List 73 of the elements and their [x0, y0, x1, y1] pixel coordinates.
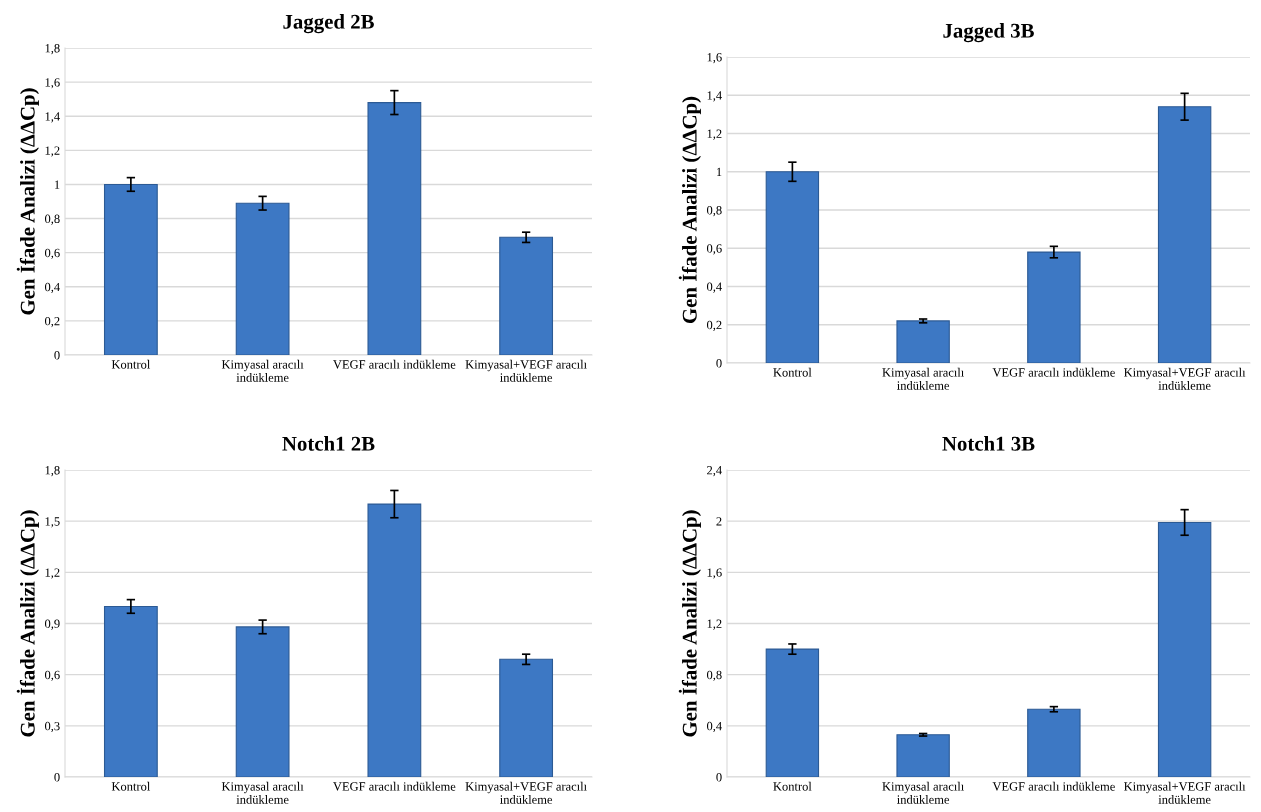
bar — [896, 320, 950, 363]
y-tick-label: 0,8 — [44, 214, 60, 225]
y-tick-label: 0,6 — [44, 248, 60, 259]
y-tick-label: 1,2 — [707, 129, 722, 140]
x-tick-label: Kimyasal aracılı indükleme — [221, 781, 304, 804]
y-tick-label: 0,2 — [44, 316, 60, 328]
bar — [1157, 106, 1212, 363]
y-axis-title: Gen İfade Analizi (ΔΔCp) — [16, 510, 39, 737]
y-axis-title: Gen İfade Analizi (ΔΔCp) — [678, 510, 701, 737]
y-tick-label: 1 — [716, 167, 722, 177]
x-tick-label: Kimyasal aracılı indükleme — [882, 781, 965, 804]
y-tick-label: 1,8 — [45, 44, 60, 55]
y-tick-label: 0 — [54, 351, 60, 360]
bar — [103, 183, 158, 355]
y-tick-label: 1,2 — [707, 619, 722, 630]
bar — [499, 236, 554, 355]
y-tick-label: 0,3 — [44, 721, 60, 733]
y-tick-label: 1,6 — [707, 568, 722, 579]
y-tick-label: 0,4 — [706, 721, 722, 733]
x-tick-label: VEGF aracılı indükleme — [992, 781, 1115, 791]
bar — [367, 102, 422, 355]
y-tick-label: 0,2 — [706, 320, 722, 332]
y-tick-label: 1,5 — [45, 517, 60, 528]
y-tick-label: 1,2 — [45, 568, 60, 579]
bar — [1027, 251, 1081, 363]
y-tick-label: 0,8 — [706, 670, 722, 681]
x-tick-label: Kimyasal aracılı indükleme — [882, 367, 965, 390]
bar — [367, 503, 422, 777]
x-tick-label: Kontrol — [111, 359, 151, 369]
y-tick-label: 0 — [54, 773, 60, 782]
y-tick-label: 1,8 — [45, 466, 60, 477]
bar — [1157, 521, 1212, 777]
x-tick-label: Kimyasal+VEGF aracılı indükleme — [1124, 781, 1246, 804]
bar — [765, 648, 820, 777]
y-tick-label: 2,4 — [707, 466, 722, 477]
x-tick-label: VEGF aracılı indükleme — [333, 359, 456, 369]
bar — [765, 171, 820, 363]
x-tick-label: VEGF aracılı indükleme — [333, 781, 456, 791]
bar — [235, 202, 290, 355]
y-tick-label: 1 — [54, 180, 60, 189]
y-tick-label: 1,2 — [45, 146, 60, 157]
y-tick-label: 1,6 — [45, 78, 60, 89]
y-tick-label: 1,4 — [707, 91, 722, 102]
x-tick-label: Kontrol — [111, 781, 151, 791]
y-tick-label: 0,9 — [44, 619, 60, 630]
bar — [235, 626, 290, 777]
y-tick-label: 0,6 — [44, 670, 60, 681]
bar — [103, 605, 158, 777]
x-tick-label: Kimyasal aracılı indükleme — [221, 359, 304, 382]
y-tick-label: 2 — [716, 517, 722, 526]
chart-title: Jagged 3B — [943, 23, 1034, 43]
y-axis-title: Gen İfade Analizi (ΔΔCp) — [678, 96, 701, 324]
x-tick-label: Kimyasal+VEGF aracılı indükleme — [1124, 367, 1246, 390]
x-tick-label: Kontrol — [773, 367, 812, 377]
chart-title: Notch1 3B — [942, 436, 1035, 451]
chart-title: Notch1 2B — [282, 436, 375, 451]
x-tick-label: Kimyasal+VEGF aracılı indükleme — [465, 359, 587, 382]
y-tick-label: 0,6 — [706, 244, 722, 255]
y-tick-label: 1,6 — [707, 53, 722, 64]
bar — [896, 734, 950, 777]
y-tick-label: 0 — [716, 773, 722, 782]
y-tick-label: 0,4 — [44, 282, 60, 294]
y-tick-label: 0,8 — [706, 206, 722, 217]
y-tick-label: 0 — [716, 359, 722, 368]
x-tick-label: VEGF aracılı indükleme — [992, 367, 1115, 377]
bar — [1027, 708, 1081, 777]
x-tick-label: Kontrol — [773, 781, 812, 791]
chart-title: Jagged 2B — [283, 14, 374, 34]
y-axis-title: Gen İfade Analizi (ΔΔCp) — [16, 88, 39, 315]
bar — [499, 658, 554, 777]
y-tick-label: 1,4 — [45, 112, 60, 123]
y-tick-label: 0,4 — [706, 282, 722, 293]
x-tick-label: Kimyasal+VEGF aracılı indükleme — [465, 781, 587, 804]
